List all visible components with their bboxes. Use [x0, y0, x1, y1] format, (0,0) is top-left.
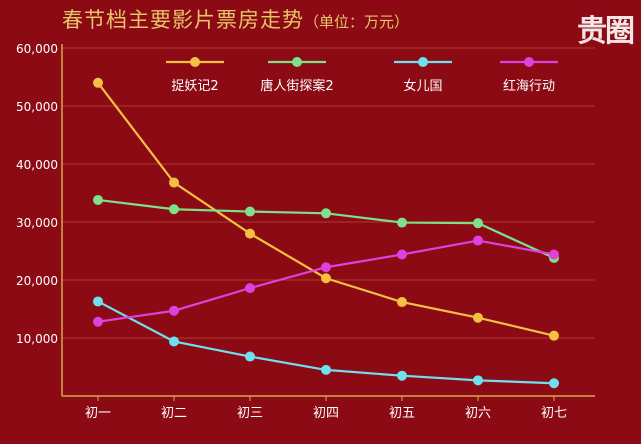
- data-point: [169, 177, 179, 188]
- y-tick-label: 10,000: [16, 332, 58, 346]
- legend-marker: [418, 57, 428, 67]
- data-point: [397, 370, 407, 381]
- data-point: [321, 364, 331, 375]
- data-point: [321, 208, 331, 219]
- data-point: [169, 305, 179, 316]
- data-point: [169, 336, 179, 347]
- legend-marker: [292, 57, 302, 67]
- y-tick-label: 20,000: [16, 274, 58, 288]
- legend-label: 红海行动: [503, 78, 555, 94]
- data-point: [549, 249, 559, 260]
- legend-label: 捉妖记2: [171, 79, 218, 94]
- data-point: [473, 312, 483, 323]
- data-point: [473, 218, 483, 229]
- unit-label: （单位：万元）: [304, 13, 410, 31]
- data-point: [93, 316, 103, 327]
- data-point: [321, 262, 331, 273]
- x-tick-label: 初四: [313, 406, 339, 421]
- x-tick-label: 初五: [389, 406, 415, 421]
- data-point: [93, 296, 103, 307]
- legend-marker: [524, 57, 534, 67]
- legend-marker: [190, 57, 200, 67]
- x-tick-label: 初七: [541, 406, 567, 421]
- data-point: [473, 375, 483, 386]
- data-point: [321, 273, 331, 284]
- data-point: [169, 204, 179, 215]
- data-point: [473, 235, 483, 246]
- data-point: [93, 77, 103, 88]
- title-text: 春节档主要影片票房走势: [62, 8, 304, 32]
- legend-label: 女儿国: [403, 78, 442, 94]
- x-tick-label: 初六: [465, 406, 491, 421]
- data-point: [245, 283, 255, 294]
- y-tick-label: 50,000: [16, 100, 58, 114]
- legend-label: 唐人街探案2: [260, 78, 333, 94]
- x-tick-label: 初一: [85, 406, 111, 421]
- data-point: [245, 351, 255, 362]
- data-point: [397, 297, 407, 308]
- y-tick-label: 60,000: [16, 42, 58, 56]
- x-tick-label: 初三: [237, 406, 263, 421]
- data-point: [245, 228, 255, 239]
- y-tick-label: 30,000: [16, 216, 58, 230]
- data-point: [549, 330, 559, 341]
- data-point: [397, 217, 407, 228]
- data-point: [397, 249, 407, 260]
- chart-title: 春节档主要影片票房走势（单位：万元）: [62, 4, 409, 34]
- watermark-logo: 贵圈: [577, 14, 635, 49]
- y-tick-label: 40,000: [16, 158, 58, 172]
- data-point: [93, 194, 103, 205]
- data-point: [549, 378, 559, 389]
- x-tick-label: 初二: [161, 406, 187, 421]
- data-point: [245, 206, 255, 217]
